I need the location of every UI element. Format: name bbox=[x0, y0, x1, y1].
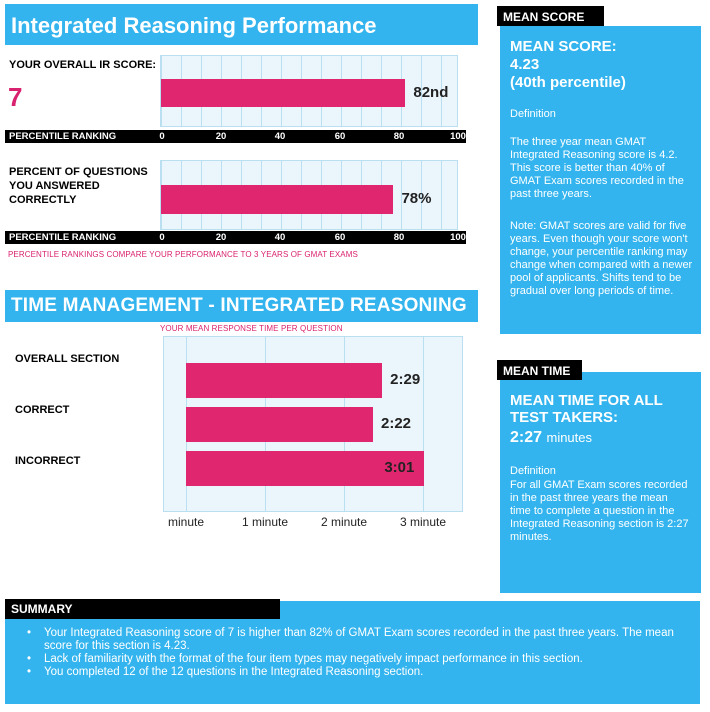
percent-correct-label-line: PERCENT OF QUESTIONS bbox=[9, 166, 148, 178]
mean-time-panel: MEAN TIME FOR ALL TEST TAKERS: 2:27 minu… bbox=[500, 372, 701, 593]
percent-correct-label-line: YOU ANSWERED bbox=[9, 180, 100, 192]
gridline bbox=[423, 337, 424, 511]
summary-tab: SUMMARY bbox=[5, 599, 280, 619]
time-management-title: TIME MANAGEMENT - INTEGRATED REASONING bbox=[5, 290, 478, 322]
summary-item: Lack of familiarity with the format of t… bbox=[27, 653, 692, 666]
percent-correct-plot: 78% bbox=[160, 160, 458, 230]
time-axis-tick: 2 minute bbox=[320, 515, 368, 529]
page-title: Integrated Reasoning Performance bbox=[5, 4, 478, 45]
time-bar-label: 2:22 bbox=[380, 415, 412, 432]
percent-correct-bar-label: 78% bbox=[401, 190, 432, 207]
percentile-note: PERCENTILE RANKINGS COMPARE YOUR PERFORM… bbox=[8, 250, 358, 259]
mean-score-tab: MEAN SCORE bbox=[497, 6, 604, 26]
overall-score-label: YOUR OVERALL IR SCORE: bbox=[9, 59, 157, 71]
axis-title: PERCENTILE RANKING bbox=[9, 232, 117, 243]
axis-tick: 20 bbox=[215, 232, 227, 243]
time-axis-tick: 1 minute bbox=[241, 515, 289, 529]
mean-score-definition: The three year mean GMAT Integrated Reas… bbox=[510, 136, 684, 200]
percent-correct-bar bbox=[161, 185, 394, 214]
mean-score-panel: MEAN SCORE: 4.23 (40th percentile) Defin… bbox=[500, 26, 701, 334]
mean-time-unit: minutes bbox=[546, 430, 593, 445]
mean-score-percentile: (40th percentile) bbox=[510, 74, 626, 91]
percentile-axis: PERCENTILE RANKING 0 20 40 60 80 100 bbox=[5, 231, 466, 244]
percent-correct-label-line: CORRECTLY bbox=[9, 194, 77, 206]
time-bar-label: 2:29 bbox=[390, 371, 421, 388]
axis-tick: 40 bbox=[274, 131, 286, 142]
time-bar-label: 3:01 bbox=[384, 459, 415, 476]
time-bar-overall bbox=[186, 363, 383, 398]
time-axis-tick: 3 minute bbox=[399, 515, 447, 529]
mean-time-heading: MEAN TIME FOR ALL bbox=[510, 392, 663, 409]
mean-score-note: Note: GMAT scores are valid for five yea… bbox=[510, 220, 693, 297]
mean-time-value-row: 2:27 minutes bbox=[510, 429, 592, 447]
axis-tick: 60 bbox=[334, 131, 346, 142]
overall-score-value: 7 bbox=[8, 82, 23, 112]
summary-item: Your Integrated Reasoning score of 7 is … bbox=[27, 627, 692, 653]
percentile-plot: 82nd bbox=[160, 55, 458, 127]
summary-list: Your Integrated Reasoning score of 7 is … bbox=[27, 627, 692, 679]
axis-title: PERCENTILE RANKING bbox=[9, 131, 117, 142]
percent-correct-label: PERCENT OF QUESTIONS YOU ANSWERED CORREC… bbox=[9, 165, 148, 207]
time-row-label: INCORRECT bbox=[15, 455, 81, 467]
mean-time-value: 2:27 bbox=[510, 429, 543, 446]
axis-tick: 80 bbox=[393, 131, 405, 142]
axis-tick: 20 bbox=[215, 131, 227, 142]
time-bar-incorrect bbox=[186, 451, 425, 486]
mean-time-tab: MEAN TIME bbox=[497, 360, 582, 380]
axis-tick: 40 bbox=[274, 232, 286, 243]
mean-score-heading: MEAN SCORE: bbox=[510, 38, 617, 55]
time-chart-subtitle: YOUR MEAN RESPONSE TIME PER QUESTION bbox=[160, 324, 343, 333]
mean-score-value: 4.23 bbox=[510, 56, 540, 73]
axis-tick: 0 bbox=[159, 232, 165, 243]
axis-tick: 80 bbox=[393, 232, 405, 243]
axis-tick: 0 bbox=[159, 131, 165, 142]
summary-item: You completed 12 of the 12 questions in … bbox=[27, 666, 692, 679]
mean-time-definition: For all GMAT Exam scores recorded in the… bbox=[510, 479, 689, 543]
time-chart: 2:29 2:22 3:01 bbox=[163, 336, 463, 512]
mean-time-heading: TEST TAKERS: bbox=[510, 409, 619, 426]
time-row-label: OVERALL SECTION bbox=[15, 353, 120, 365]
mean-score-definition-label: Definition bbox=[510, 108, 556, 120]
percentile-axis: PERCENTILE RANKING 0 20 40 60 80 100 bbox=[5, 130, 466, 143]
percentile-bar-label: 82nd bbox=[413, 84, 449, 101]
axis-tick: 100 bbox=[450, 131, 466, 142]
mean-time-definition-label: Definition bbox=[510, 465, 556, 477]
axis-tick: 100 bbox=[450, 232, 466, 243]
time-axis-tick: minute bbox=[167, 515, 205, 529]
axis-tick: 60 bbox=[334, 232, 346, 243]
time-bar-correct bbox=[186, 407, 373, 442]
time-row-label: CORRECT bbox=[15, 404, 70, 416]
percentile-bar bbox=[161, 79, 406, 107]
